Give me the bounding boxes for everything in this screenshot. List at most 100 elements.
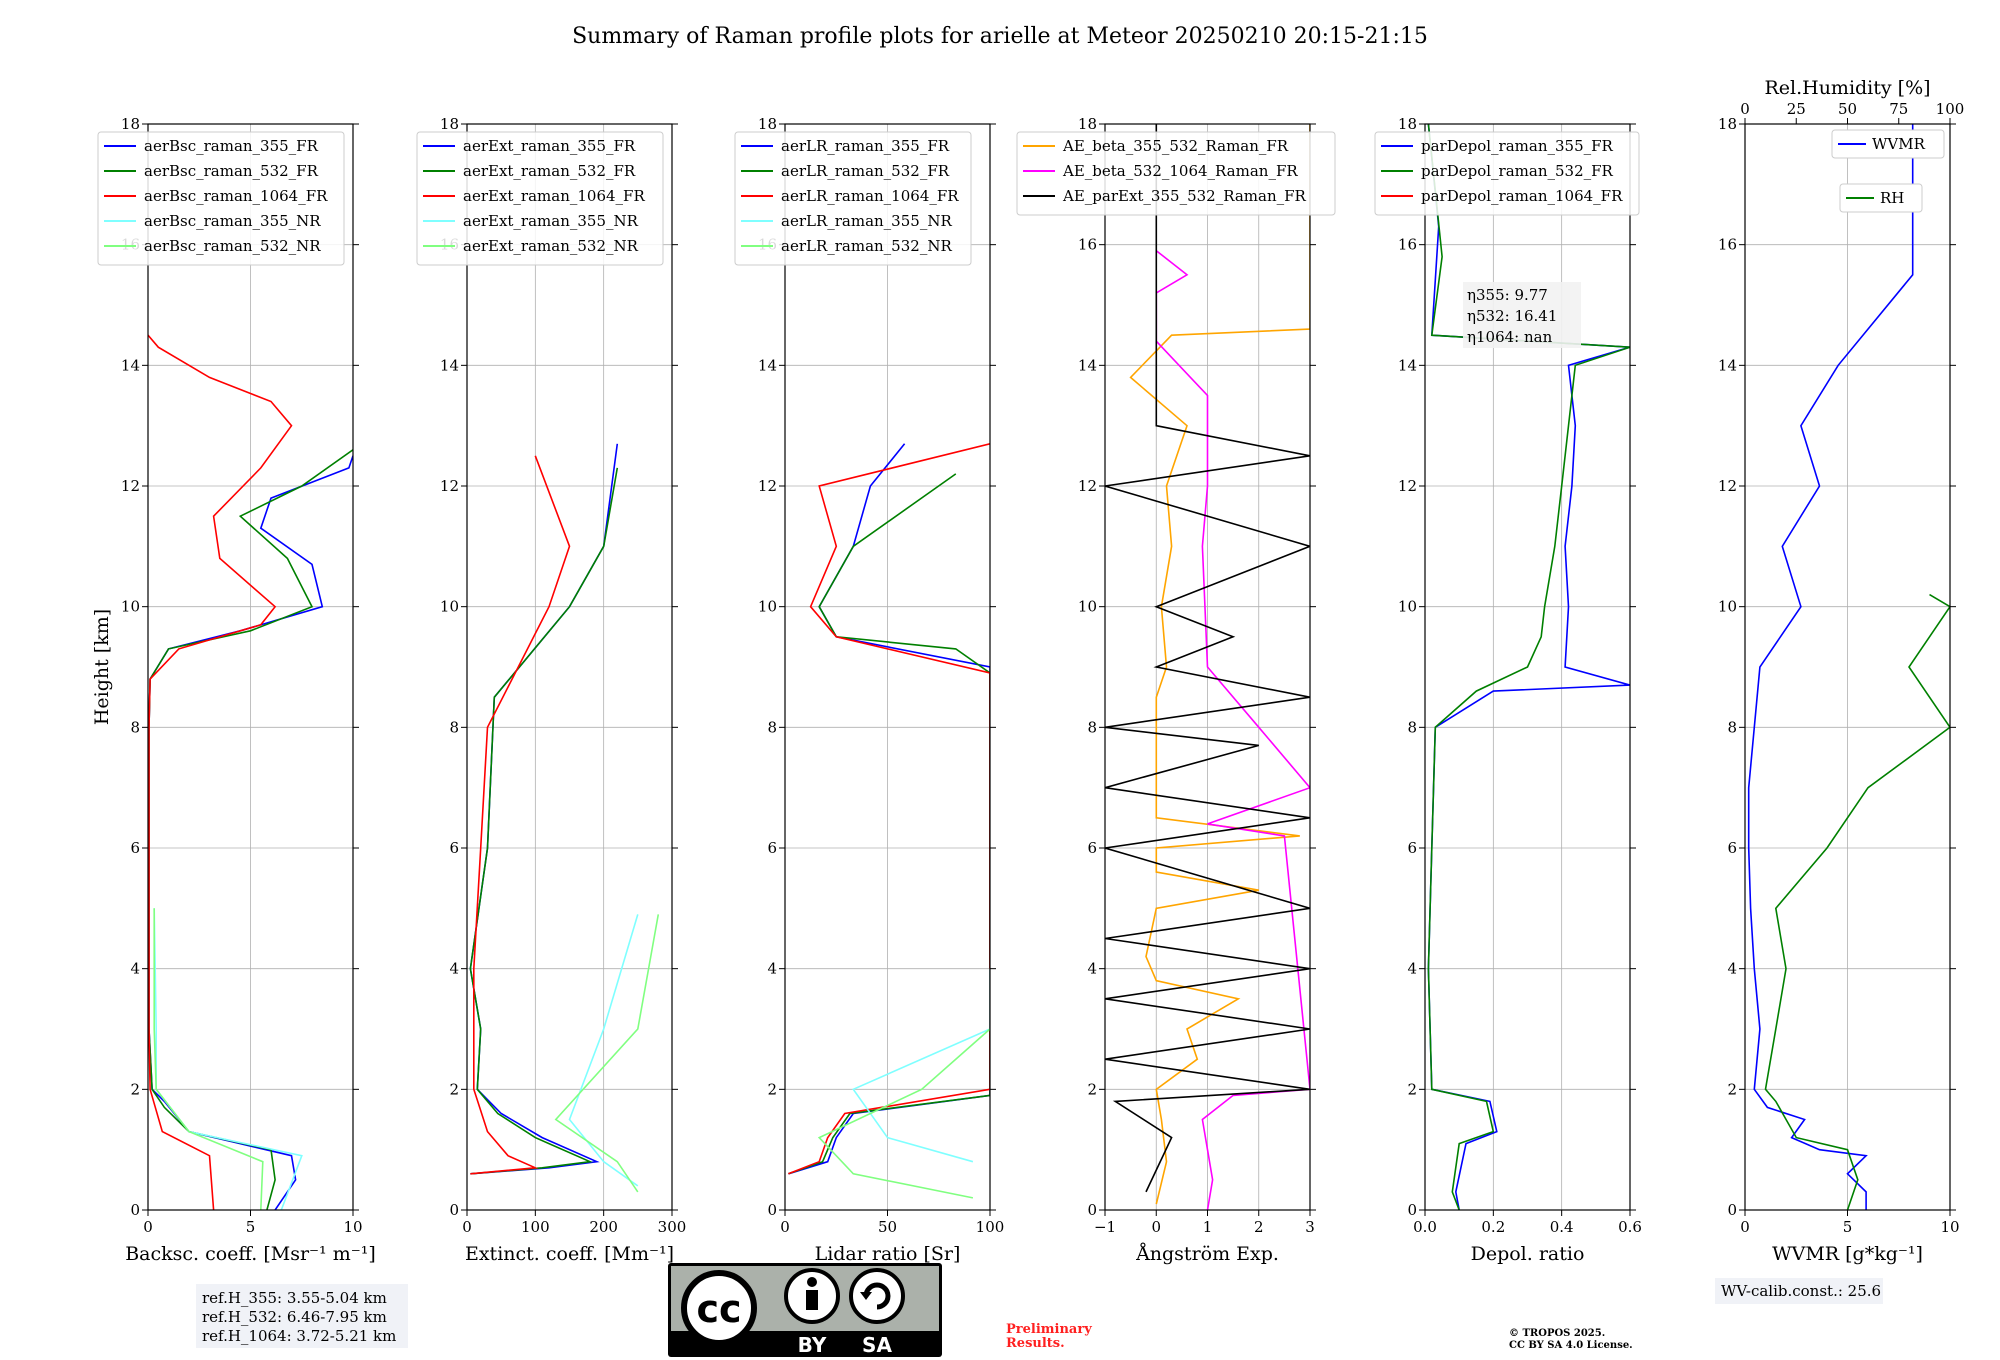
legend: aerBsc_raman_355_FR aerBsc_raman_532_FRae… — [97, 131, 345, 266]
figure-title: Summary of Raman profile plots for ariel… — [572, 24, 1428, 49]
ticks — [1739, 123, 1956, 1216]
axes-frame — [466, 123, 673, 1211]
preliminary-line-1: Preliminary — [1006, 1322, 1092, 1337]
y-tick-label: 16 — [1398, 236, 1417, 254]
cc-license-badge: cc BY SA — [668, 1263, 942, 1357]
cc-sa-label: SA — [862, 1333, 892, 1357]
y-tick-label: 0 — [1727, 1201, 1737, 1219]
legend-label: aerExt_raman_532_NR — [463, 237, 639, 255]
x-tick-label: −1 — [1094, 1218, 1116, 1236]
y-tick-label: 12 — [440, 477, 459, 495]
y-tick-label: 12 — [758, 477, 777, 495]
x2-tick-label: 0 — [1740, 100, 1750, 118]
preliminary-note: Preliminary Results. — [1006, 1322, 1092, 1351]
x-tick-label: 200 — [589, 1218, 618, 1236]
grid — [466, 123, 673, 1211]
series-line-aerExt_raman_532_NR — [554, 914, 660, 1193]
series-line-aerBsc_raman_532_NR — [153, 908, 264, 1210]
y-tick-label: 18 — [121, 115, 140, 133]
panel-3: 050100024681012141618Lidar ratio [Sr]aer… — [734, 115, 1004, 1265]
x-tick-label: 300 — [658, 1218, 687, 1236]
legend-label: parDepol_raman_532_FR — [1421, 162, 1614, 180]
calib-text: WV-calib.const.: 25.6 — [1721, 1282, 1881, 1300]
series-line-AE_beta_532_1064_Raman_FR — [1155, 250, 1310, 1210]
series-group — [469, 443, 660, 1193]
series-line-aerLR_raman_355_NR — [852, 968, 990, 1163]
y-tick-label: 10 — [1398, 598, 1417, 616]
y-tick-label: 4 — [1407, 960, 1417, 978]
legend: AE_beta_355_532_Raman_FR AE_beta_532_1064… — [1016, 131, 1336, 216]
series-line-aerExt_raman_532_FR — [469, 467, 619, 1175]
series-line-aerBsc_raman_355_FR — [148, 455, 353, 1210]
legend-label: aerBsc_raman_532_NR — [144, 237, 321, 255]
calib-box — [1715, 1278, 1883, 1304]
preliminary-line-2: Results. — [1006, 1336, 1065, 1351]
x-tick-label: 0 — [462, 1218, 472, 1236]
annotation-line: η532: 16.41 — [1467, 307, 1557, 325]
annotation-line: η355: 9.77 — [1467, 286, 1548, 304]
annotation-box — [1463, 282, 1581, 348]
legend-label: aerBsc_raman_355_NR — [144, 212, 321, 230]
x-tick-label: 0.4 — [1550, 1218, 1574, 1236]
legend: aerExt_raman_355_FR aerExt_raman_532_FRae… — [416, 131, 664, 266]
grid — [784, 123, 991, 1211]
y-tick-label: 8 — [1087, 718, 1097, 736]
series-line-aerBsc_raman_355_NR — [153, 908, 303, 1210]
y-tick-label: 2 — [767, 1080, 777, 1098]
y-tick-label: 6 — [767, 839, 777, 857]
legend-box — [734, 131, 972, 266]
ticks — [461, 123, 678, 1216]
x-tick-label: 50 — [878, 1218, 897, 1236]
series-line-aerLR_raman_532_NR — [817, 1028, 990, 1199]
series-line-WVMR — [1747, 124, 1914, 1210]
y-tick-label: 16 — [1078, 236, 1097, 254]
x-tick-label: 0.2 — [1481, 1218, 1505, 1236]
y-tick-label: 10 — [440, 598, 459, 616]
legend-label: aerBsc_raman_532_FR — [144, 162, 319, 180]
y-axis-label: Height [km] — [91, 609, 113, 725]
legend-box — [1374, 131, 1640, 216]
legend-label: aerLR_raman_355_NR — [781, 212, 952, 230]
y-tick-label: 12 — [1718, 477, 1737, 495]
series-group — [1747, 124, 1950, 1210]
series-line-aerLR_raman_355_FR — [788, 443, 990, 1175]
panel-5: 0.0 0.2 0.4 0.6 0 2 4 6 8 10 12 14 16 18 Depol. ratio p… — [1374, 115, 1642, 1265]
legend: parDepol_raman_355_FR parDepol_raman_532_… — [1374, 131, 1640, 216]
legend-label: aerBsc_raman_355_FR — [144, 137, 319, 155]
legend-label: aerExt_raman_355_NR — [463, 212, 639, 230]
panels: 0510024681012141618Backsc. coeff. [Msr⁻¹… — [91, 77, 1964, 1304]
legend-label: aerLR_raman_355_FR — [781, 137, 950, 155]
x-tick-label: 0 — [1740, 1218, 1750, 1236]
legend-label: AE_beta_532_1064_Raman_FR — [1062, 162, 1298, 180]
y-tick-label: 0 — [449, 1201, 459, 1219]
x2-tick-label: 100 — [1936, 100, 1965, 118]
legend: aerLR_raman_355_FR aerLR_raman_532_FR aerL… — [734, 131, 972, 266]
legend-label: WVMR — [1872, 135, 1926, 153]
legend-label: parDepol_raman_355_FR — [1421, 137, 1614, 155]
y-tick-label: 2 — [130, 1080, 140, 1098]
legend-box — [1839, 183, 1923, 213]
y-tick-label: 14 — [440, 356, 459, 374]
series-group — [1105, 124, 1310, 1210]
y-tick-label: 2 — [1087, 1080, 1097, 1098]
y-tick-label: 18 — [1078, 115, 1097, 133]
y-tick-label: 14 — [121, 356, 140, 374]
annotation-line: η1064: nan — [1467, 328, 1553, 346]
legend-label: aerLR_raman_532_FR — [781, 162, 950, 180]
copyright-line-2: CC BY SA 4.0 License. — [1509, 1340, 1633, 1351]
y-tick-label: 4 — [449, 960, 459, 978]
y-tick-label: 10 — [121, 598, 140, 616]
legend-label: RH — [1880, 189, 1904, 207]
legend-label: aerExt_raman_1064_FR — [463, 187, 645, 205]
x-tick-label: 0 — [780, 1218, 790, 1236]
ref-height-532: ref.H_532: 6.46-7.95 km — [202, 1308, 387, 1326]
x-tick-label: 10 — [1940, 1218, 1959, 1236]
x-tick-label: 0.6 — [1618, 1218, 1642, 1236]
legend-label: AE_parExt_355_532_Raman_FR — [1062, 187, 1307, 205]
y-tick-label: 10 — [1078, 598, 1097, 616]
y-tick-label: 0 — [1407, 1201, 1417, 1219]
y-tick-label: 8 — [1407, 718, 1417, 736]
axes-frame — [1424, 123, 1631, 1211]
